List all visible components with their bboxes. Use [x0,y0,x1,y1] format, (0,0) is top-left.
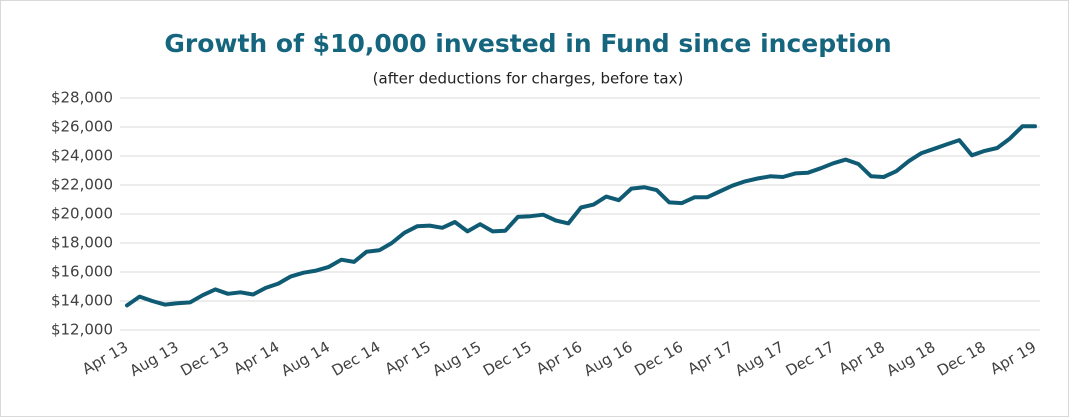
y-tick-label: $22,000 [51,176,113,194]
y-tick-label: $16,000 [51,263,113,281]
y-tick-label: $14,000 [51,292,113,310]
y-tick-label: $20,000 [51,205,113,223]
y-tick-label: $26,000 [51,118,113,136]
series-line [125,124,1037,308]
chart-title: Growth of $10,000 invested in Fund since… [164,29,891,58]
y-tick-label: $12,000 [51,321,113,339]
y-tick-label: $28,000 [51,89,113,107]
y-tick-label: $24,000 [51,147,113,165]
y-tick-label: $18,000 [51,234,113,252]
chart-subtitle: (after deductions for charges, before ta… [373,70,684,88]
